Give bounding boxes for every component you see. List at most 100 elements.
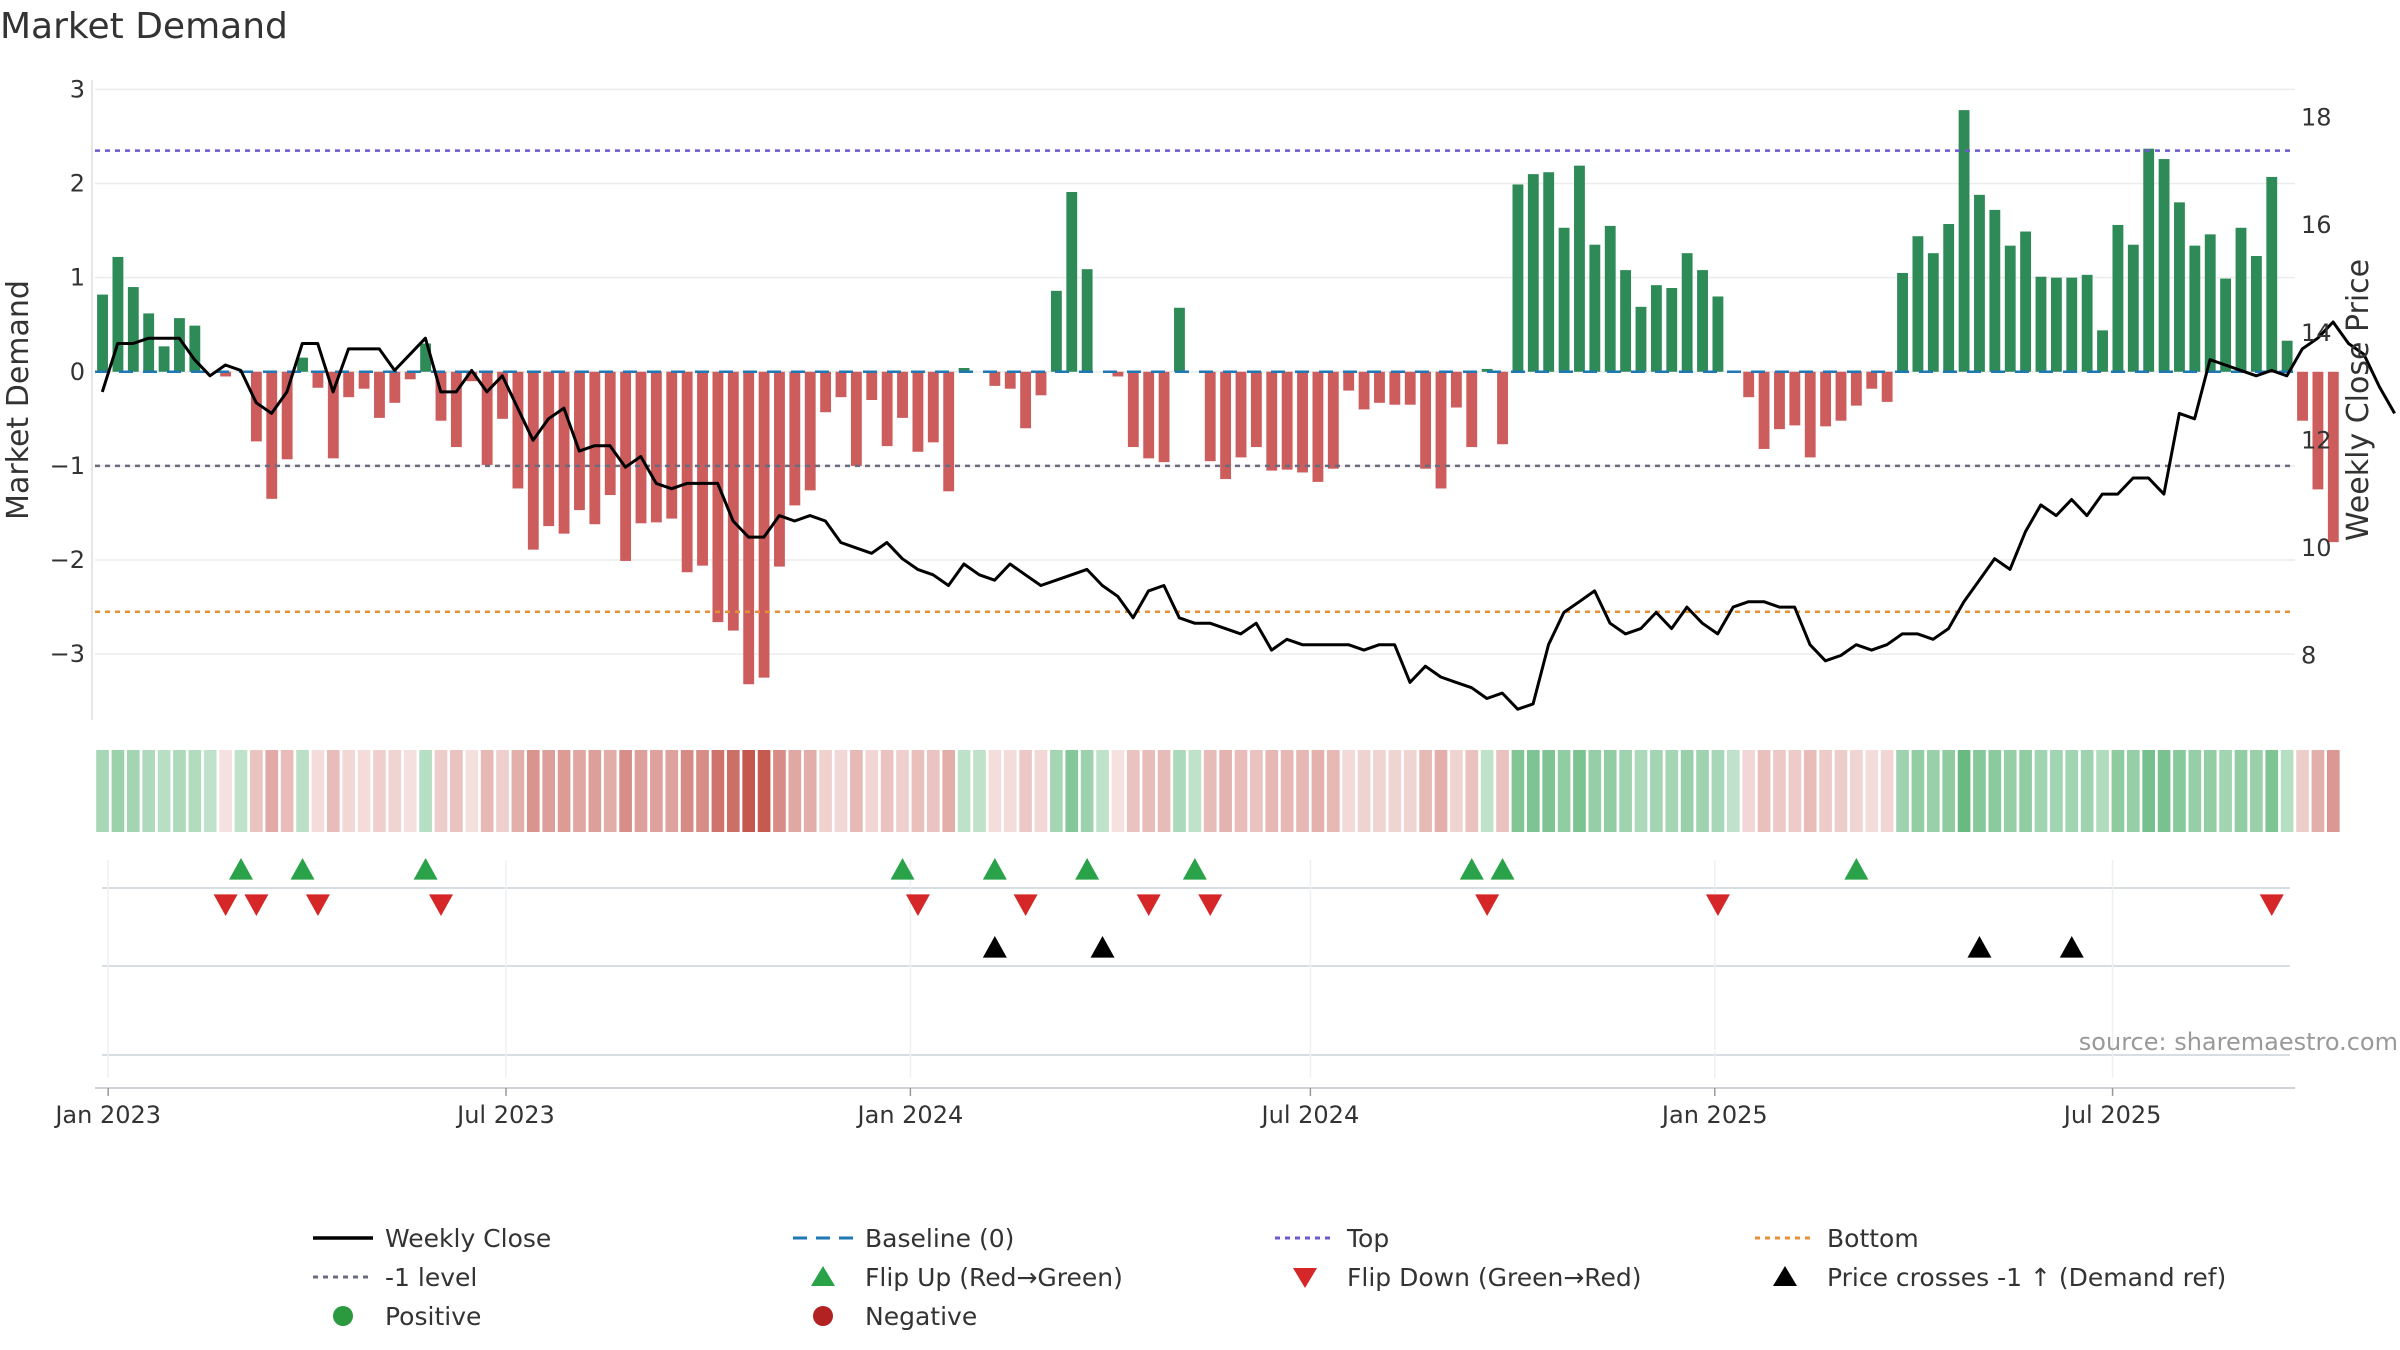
heat-cell — [573, 750, 586, 832]
heat-cell — [2219, 750, 2232, 832]
positive-demand-bar — [2266, 176, 2278, 372]
negative-demand-bar — [635, 371, 647, 524]
heat-cell — [250, 750, 263, 832]
negative-demand-bar — [1127, 371, 1139, 448]
negative-demand-bar — [774, 371, 785, 567]
heat-cell — [619, 750, 632, 832]
negative-demand-bar — [943, 371, 955, 492]
negative-demand-bar — [989, 371, 1001, 386]
heat-cell — [2096, 750, 2109, 832]
negative-demand-bar — [927, 371, 939, 443]
heat-cell — [1973, 750, 1986, 832]
heat-cell — [1496, 750, 1509, 832]
heat-cell — [126, 750, 140, 832]
chart-title: Market Demand — [0, 6, 288, 47]
legend-swatch — [1293, 1268, 1317, 1288]
flip-up-marker — [413, 858, 438, 880]
heat-cell — [357, 750, 371, 832]
legend-label: Negative — [865, 1302, 977, 1331]
demand-bars — [97, 110, 2339, 685]
heat-cell — [757, 750, 771, 832]
flip-up-marker — [1075, 858, 1100, 880]
heat-cell — [1465, 750, 1479, 832]
y2-tick-label: 18 — [2301, 104, 2332, 132]
heat-cell — [696, 750, 709, 832]
heat-cell — [1911, 750, 1925, 832]
heat-cell — [1234, 750, 1248, 832]
negative-demand-bar — [650, 371, 662, 523]
heat-cell — [1942, 750, 1956, 832]
negative-demand-bar — [2297, 371, 2308, 421]
negative-demand-bar — [558, 371, 570, 534]
heat-cell — [1126, 750, 1140, 832]
weekly-close-line — [100, 320, 2396, 711]
heat-cell — [1173, 750, 1186, 832]
positive-demand-bar — [2004, 245, 2016, 372]
heat-cell — [2250, 750, 2263, 832]
flip-down-marker — [2259, 894, 2284, 916]
positive-demand-bar — [2127, 244, 2139, 372]
positive-demand-bar — [1174, 307, 1185, 372]
positive-demand-bar — [2081, 274, 2093, 372]
heat-cell — [2126, 750, 2140, 832]
heat-cell — [1573, 750, 1586, 832]
price-cross-marker — [982, 936, 1007, 958]
price-cross-marker — [1090, 936, 1115, 958]
heat-cell — [2050, 750, 2063, 832]
negative-demand-bar — [1297, 371, 1308, 473]
heat-cell — [2080, 750, 2094, 832]
negative-demand-bar — [450, 371, 462, 448]
heat-cell — [1157, 750, 1171, 832]
heat-cell — [650, 750, 663, 832]
negative-demand-bar — [512, 371, 524, 489]
heat-cell — [726, 750, 740, 832]
heat-cell — [1880, 750, 1894, 832]
heat-cell — [2142, 750, 2156, 832]
heat-cell — [742, 750, 756, 832]
y-tick-label: 0 — [70, 358, 85, 386]
legend-item: Flip Down (Green→Red) — [1293, 1263, 1642, 1292]
negative-demand-bar — [697, 371, 708, 566]
legend-item: Price crosses -1 ↑ (Demand ref) — [1773, 1263, 2226, 1292]
heat-cell — [1788, 750, 1802, 832]
positive-demand-bar — [1712, 296, 1724, 372]
heat-cell — [1419, 750, 1432, 832]
y-tick-label: −3 — [50, 640, 85, 668]
heat-cell — [1988, 750, 2002, 832]
y-tick-label: −2 — [50, 546, 85, 574]
heat-cell — [957, 750, 971, 832]
heat-cell — [326, 750, 340, 832]
negative-demand-bar — [1435, 371, 1447, 489]
flip-up-marker — [228, 858, 253, 880]
negative-demand-bar — [743, 371, 755, 685]
heat-cell — [2234, 750, 2248, 832]
negative-demand-bar — [2312, 371, 2324, 490]
heat-cell — [1588, 750, 1602, 832]
negative-demand-bar — [1343, 371, 1355, 391]
flip-down-marker — [213, 894, 238, 916]
positive-demand-bar — [1897, 272, 1908, 372]
heat-cell — [1342, 750, 1356, 832]
heat-cell — [1080, 750, 1094, 832]
positive-demand-bar — [2143, 148, 2155, 372]
negative-demand-bar — [266, 371, 278, 499]
heat-cell — [1065, 750, 1079, 832]
heat-cell — [2203, 750, 2217, 832]
negative-demand-bar — [1035, 371, 1047, 396]
positive-demand-bar — [2097, 330, 2108, 372]
heat-cell — [896, 750, 909, 832]
negative-demand-bar — [1774, 371, 1785, 430]
heat-cell — [911, 750, 925, 832]
heat-cell — [850, 750, 863, 832]
legend-label: Baseline (0) — [865, 1224, 1014, 1253]
heat-cell — [542, 750, 556, 832]
positive-demand-bar — [2281, 340, 2293, 372]
heat-cell — [157, 750, 171, 832]
negative-demand-bar — [1112, 371, 1124, 377]
flip-down-marker — [1136, 894, 1161, 916]
negative-demand-bar — [1881, 371, 1893, 402]
negative-demand-bar — [727, 371, 739, 631]
positive-demand-bar — [112, 256, 124, 372]
positive-demand-bar — [1635, 306, 1647, 372]
y2-tick-label: 14 — [2301, 319, 2332, 347]
